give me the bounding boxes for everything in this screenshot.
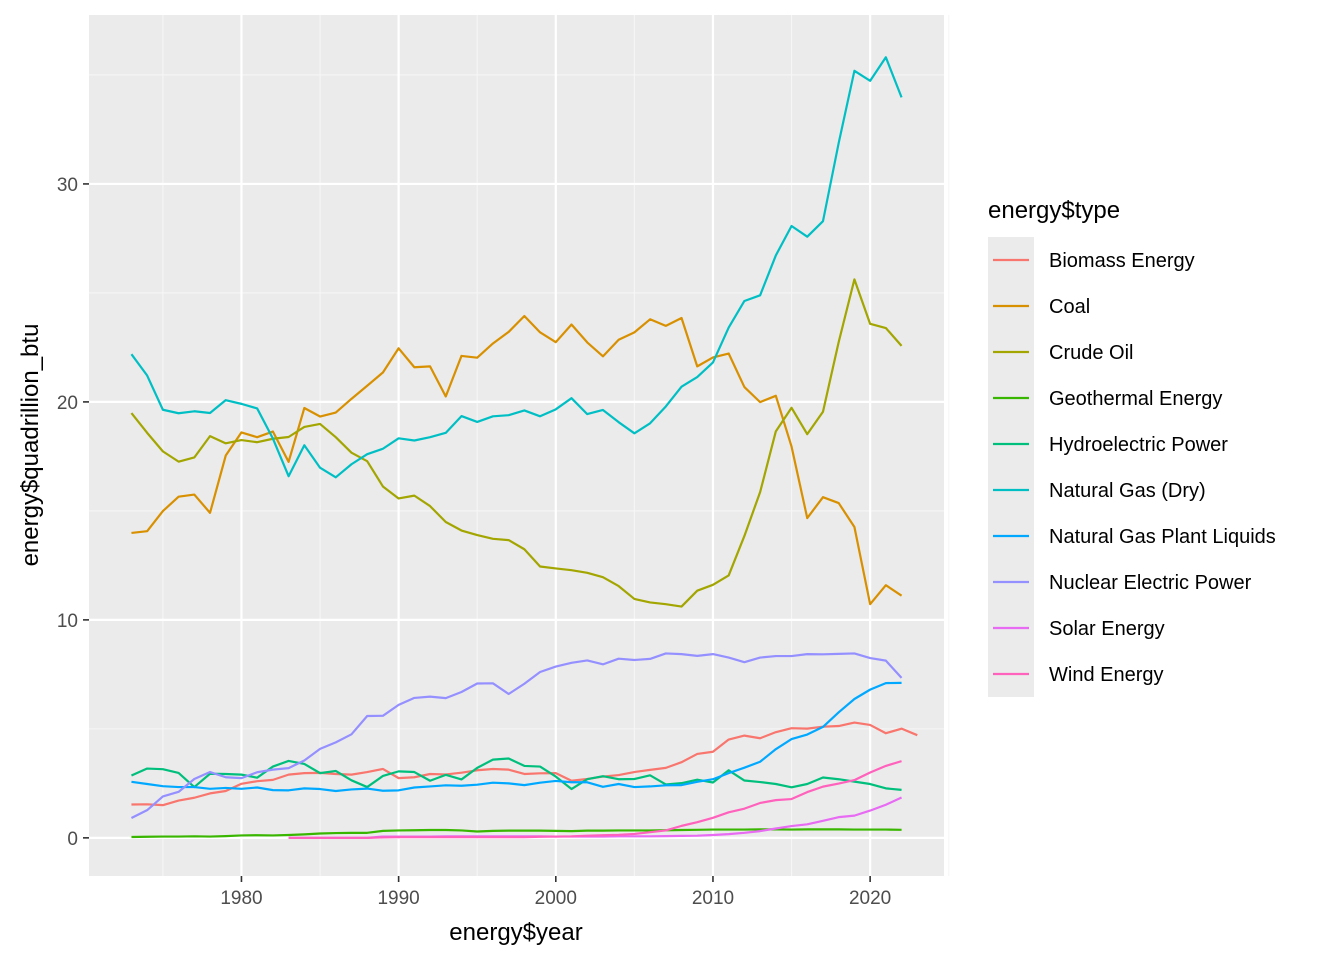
series-line-biomass-energy [131, 721, 918, 807]
legend-label-nuclear-electric-power: Nuclear Electric Power [1049, 572, 1252, 594]
series-line-hydroelectric-power [130, 757, 902, 791]
legend-label-wind-energy: Wind Energy [1049, 664, 1164, 686]
x-tick-label: 2020 [849, 888, 891, 909]
x-axis-title: energy$year [449, 919, 582, 946]
x-axis: 1980 1990 2000 2010 2020 [220, 876, 891, 909]
x-tick-label: 2000 [535, 888, 577, 909]
panel-background [89, 15, 944, 876]
legend-label-natural-gas-dry: Natural Gas (Dry) [1049, 480, 1206, 502]
series-line-wind-energy [288, 760, 902, 839]
grid-major [89, 15, 944, 876]
legend-label-solar-energy: Solar Energy [1049, 618, 1165, 640]
legend-label-hydroelectric-power: Hydroelectric Power [1049, 434, 1228, 456]
y-tick-label: 20 [57, 393, 78, 414]
legend: energy$type Biomass Energy Coal Crude Oil G… [988, 197, 1276, 697]
series-line-natural-gas-plant-liquids [131, 681, 902, 793]
legend-label-biomass-energy: Biomass Energy [1049, 250, 1195, 272]
y-tick-label: 0 [67, 829, 78, 850]
series-line-natural-gas-dry [130, 56, 903, 479]
legend-label-coal: Coal [1049, 296, 1090, 318]
series-line-crude-oil [130, 278, 903, 608]
x-tick-label: 1980 [220, 888, 262, 909]
series-line-coal [131, 314, 903, 606]
series-lines [130, 56, 918, 839]
legend-label-geothermal-energy: Geothermal Energy [1049, 388, 1222, 410]
y-tick-label: 10 [57, 611, 78, 632]
x-tick-label: 2010 [692, 888, 734, 909]
legend-label-natural-gas-plant-liquids: Natural Gas Plant Liquids [1049, 526, 1276, 548]
series-line-nuclear-electric-power [130, 652, 903, 820]
y-axis-title: energy$quadrillion_btu [17, 324, 44, 567]
legend-title: energy$type [988, 197, 1120, 224]
legend-label-crude-oil: Crude Oil [1049, 342, 1133, 364]
y-tick-label: 30 [57, 175, 78, 196]
y-axis: 0 10 20 30 [57, 175, 89, 850]
x-tick-label: 1990 [377, 888, 419, 909]
